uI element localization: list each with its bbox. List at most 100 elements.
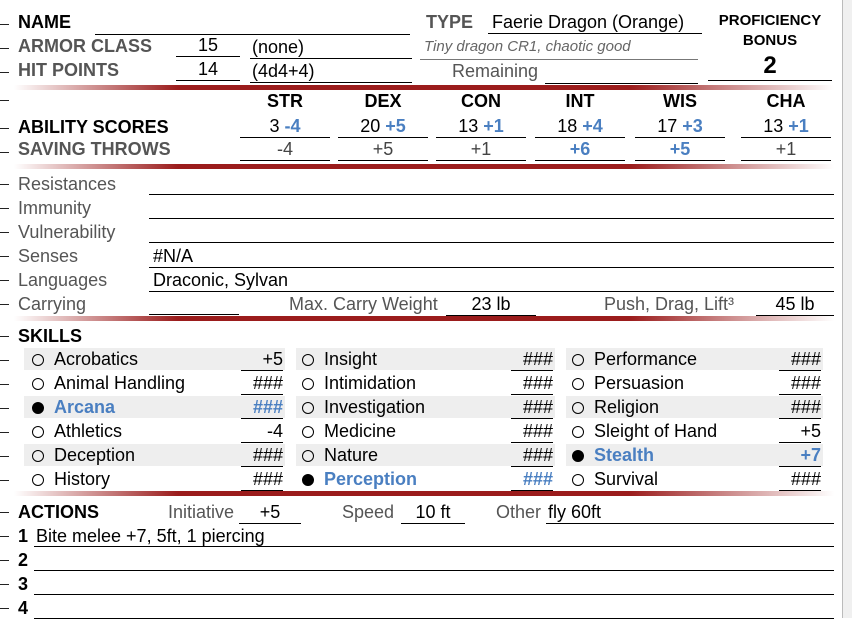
armor-class-note[interactable]: (none) xyxy=(250,37,412,59)
skill-value[interactable]: +5 xyxy=(241,348,283,371)
skill-name: Religion xyxy=(594,397,660,417)
proficiency-dot[interactable] xyxy=(572,474,584,486)
other-value[interactable]: fly 60ft xyxy=(546,502,834,524)
proficiency-dot[interactable] xyxy=(32,402,44,414)
remaining-label: Remaining xyxy=(452,61,539,81)
ability-header-cha: CHA xyxy=(766,91,806,111)
proficiency-dot[interactable] xyxy=(302,378,314,390)
action-row[interactable] xyxy=(34,598,834,619)
skill-row-shade xyxy=(566,444,823,466)
skill-name: History xyxy=(54,469,111,489)
resistances-field[interactable] xyxy=(149,193,834,195)
languages-value[interactable]: Draconic, Sylvan xyxy=(149,270,834,292)
scrollbar[interactable] xyxy=(842,0,852,618)
ability-score-int[interactable]: 18 +4 xyxy=(535,116,625,138)
proficiency-dot[interactable] xyxy=(302,450,314,462)
proficiency-dot[interactable] xyxy=(32,354,44,366)
action-row[interactable] xyxy=(34,550,834,571)
ability-score-value: 13 xyxy=(763,116,784,136)
proficiency-dot[interactable] xyxy=(32,426,44,438)
push-drag-lift-value[interactable]: 45 lb xyxy=(756,294,834,316)
skill-value[interactable]: ### xyxy=(779,396,821,419)
margin-tick xyxy=(0,24,9,25)
max-carry-value[interactable]: 23 lb xyxy=(446,294,536,316)
margin-tick xyxy=(0,152,9,153)
hit-points-value[interactable]: 14 xyxy=(176,59,240,81)
carrying-field[interactable] xyxy=(149,313,239,315)
type-value[interactable]: Faerie Dragon (Orange) xyxy=(488,12,702,34)
saving-throw-cha[interactable]: +1 xyxy=(741,139,831,161)
saving-throw-dex[interactable]: +5 xyxy=(338,139,428,161)
action-row[interactable]: Bite melee +7, 5ft, 1 piercing xyxy=(34,526,834,547)
skill-value[interactable]: ### xyxy=(241,468,283,491)
skill-value[interactable]: +5 xyxy=(779,420,821,443)
initiative-value[interactable]: +5 xyxy=(239,502,301,524)
skill-name: Athletics xyxy=(54,421,123,441)
skill-value[interactable]: ### xyxy=(511,468,553,491)
skill-value[interactable]: ### xyxy=(241,396,283,419)
proficiency-dot[interactable] xyxy=(32,378,44,390)
senses-label: Senses xyxy=(18,246,79,266)
skill-row-shade xyxy=(296,348,555,370)
proficiency-dot[interactable] xyxy=(302,354,314,366)
carrying-label: Carrying xyxy=(18,294,87,314)
skill-value[interactable]: ### xyxy=(511,420,553,443)
speed-label: Speed xyxy=(342,502,395,522)
action-row[interactable] xyxy=(34,574,834,595)
ability-modifier: +4 xyxy=(582,116,603,136)
margin-tick xyxy=(0,48,9,49)
skill-value[interactable]: +7 xyxy=(779,444,821,467)
proficiency-dot[interactable] xyxy=(572,426,584,438)
ability-score-con[interactable]: 13 +1 xyxy=(436,116,526,138)
vulnerability-label: Vulnerability xyxy=(18,222,116,242)
proficiency-dot[interactable] xyxy=(572,378,584,390)
remaining-field[interactable] xyxy=(545,82,698,84)
proficiency-dot[interactable] xyxy=(302,402,314,414)
saving-throw-wis[interactable]: +5 xyxy=(635,139,725,161)
skill-value[interactable]: -4 xyxy=(241,420,283,443)
skill-value[interactable]: ### xyxy=(511,444,553,467)
immunity-field[interactable] xyxy=(149,217,834,219)
divider xyxy=(14,316,834,321)
proficiency-dot[interactable] xyxy=(572,450,584,462)
saving-throw-str[interactable]: -4 xyxy=(240,139,330,161)
senses-value[interactable]: #N/A xyxy=(149,246,834,268)
vulnerability-field[interactable] xyxy=(149,241,834,243)
saving-throw-int[interactable]: +6 xyxy=(535,139,625,161)
skill-name: Nature xyxy=(324,445,379,465)
ability-score-value: 18 xyxy=(557,116,578,136)
skill-name: Sleight of Hand xyxy=(594,421,718,441)
margin-tick xyxy=(0,432,9,433)
skill-value[interactable]: ### xyxy=(511,348,553,371)
proficiency-bonus-value[interactable]: 2 xyxy=(708,52,832,81)
ability-score-dex[interactable]: 20 +5 xyxy=(338,116,428,138)
name-field[interactable] xyxy=(95,33,410,35)
proficiency-dot[interactable] xyxy=(32,474,44,486)
margin-tick xyxy=(0,560,9,561)
proficiency-dot[interactable] xyxy=(572,402,584,414)
skill-row-shade xyxy=(296,396,555,418)
skill-value[interactable]: ### xyxy=(779,468,821,491)
margin-tick xyxy=(0,408,9,409)
proficiency-dot[interactable] xyxy=(572,354,584,366)
hit-dice[interactable]: (4d4+4) xyxy=(250,61,412,83)
ability-score-str[interactable]: 3 -4 xyxy=(240,116,330,138)
skill-value[interactable]: ### xyxy=(241,372,283,395)
saving-throw-con[interactable]: +1 xyxy=(436,139,526,161)
ability-score-value: 13 xyxy=(458,116,479,136)
proficiency-dot[interactable] xyxy=(32,450,44,462)
skill-value[interactable]: ### xyxy=(511,396,553,419)
proficiency-dot[interactable] xyxy=(302,474,314,486)
skill-value[interactable]: ### xyxy=(779,348,821,371)
proficiency-dot[interactable] xyxy=(302,426,314,438)
speed-value[interactable]: 10 ft xyxy=(401,502,465,524)
immunity-label: Immunity xyxy=(18,198,92,218)
skill-name: Animal Handling xyxy=(54,373,186,393)
ability-score-cha[interactable]: 13 +1 xyxy=(741,116,831,138)
skill-value[interactable]: ### xyxy=(511,372,553,395)
skill-value[interactable]: ### xyxy=(241,444,283,467)
armor-class-value[interactable]: 15 xyxy=(176,35,240,57)
ability-score-wis[interactable]: 17 +3 xyxy=(635,116,725,138)
skill-value[interactable]: ### xyxy=(779,372,821,395)
margin-tick xyxy=(0,184,9,185)
